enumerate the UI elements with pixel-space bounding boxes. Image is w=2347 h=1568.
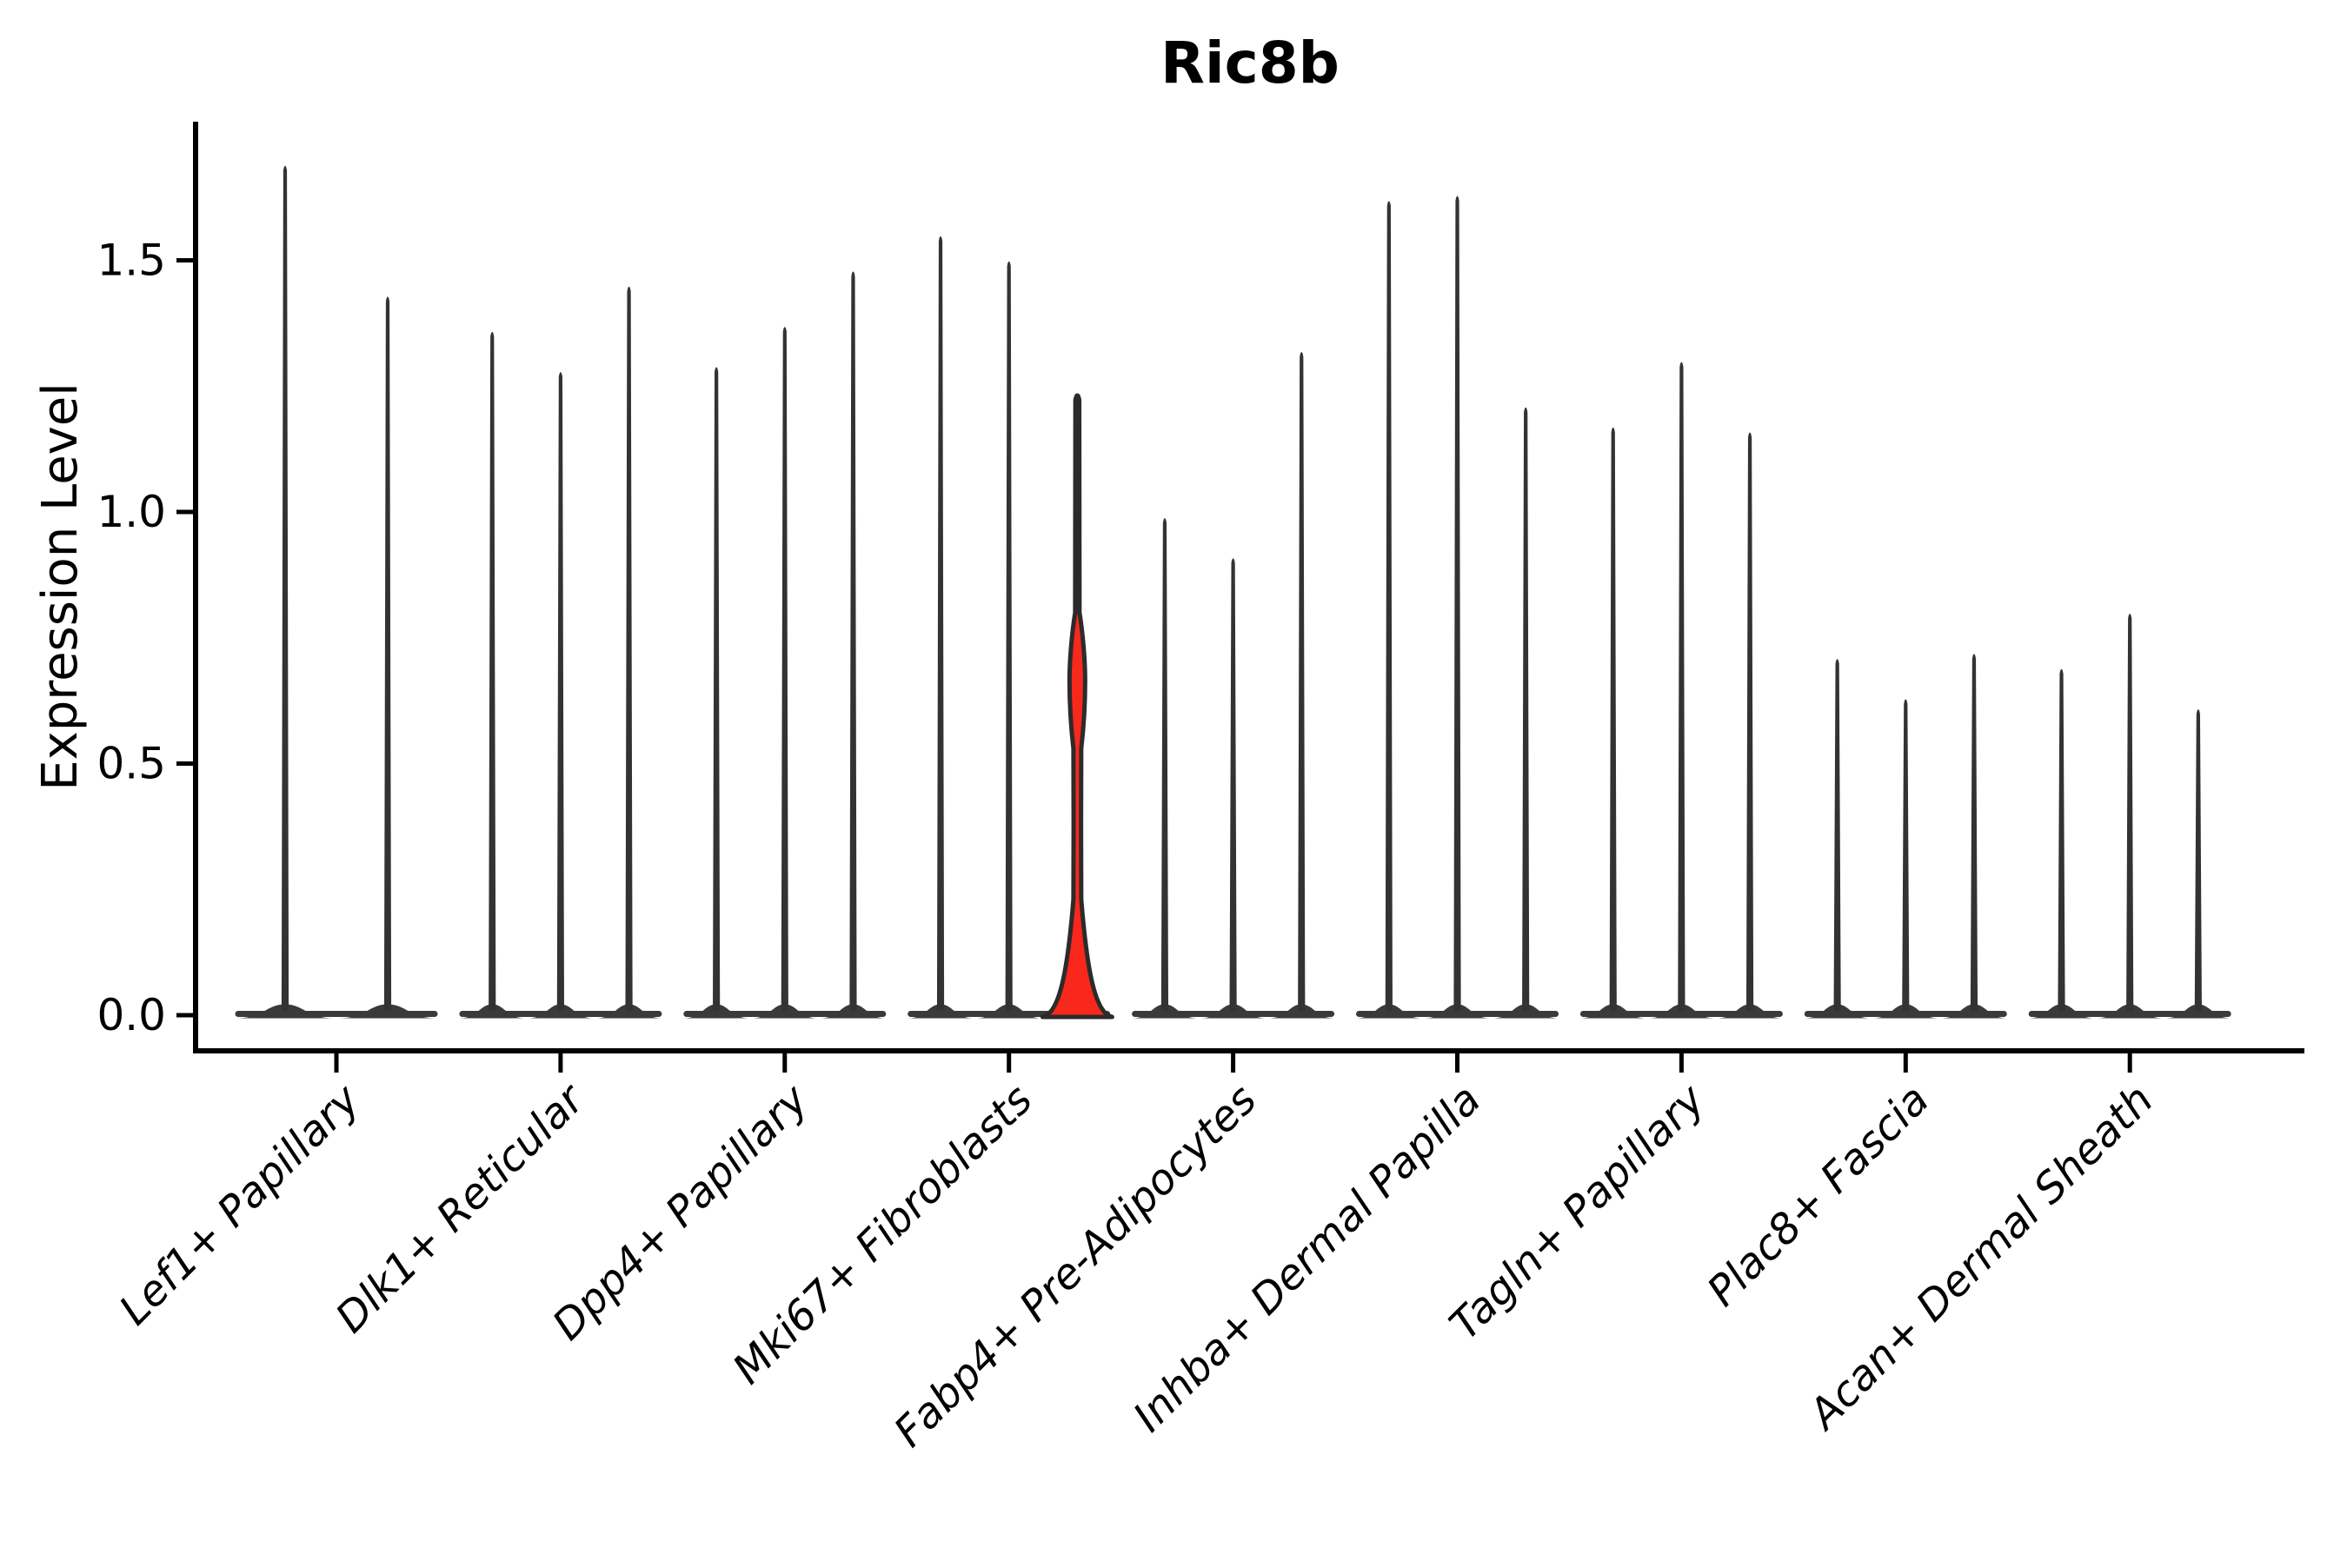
violin-base xyxy=(1718,1004,1783,1019)
violin-base xyxy=(821,1004,886,1019)
violin-spike xyxy=(1385,201,1393,1011)
violin-spike xyxy=(1609,427,1617,1011)
violin-spike xyxy=(1229,558,1237,1011)
violin-spike xyxy=(2194,709,2202,1011)
violin-spike xyxy=(1902,699,1910,1011)
violin-spike xyxy=(1453,196,1461,1011)
violin-base xyxy=(2029,1004,2094,1019)
axes-layer xyxy=(176,122,2304,1073)
violin-base xyxy=(236,1004,334,1019)
violin-spike xyxy=(1833,659,1841,1011)
violin-spike xyxy=(1160,518,1169,1011)
y-tick-label: 0.0 xyxy=(96,990,166,1040)
y-tick-label: 1.0 xyxy=(96,487,166,537)
violin-spike xyxy=(556,372,564,1011)
x-tick-label: Plac8+ Fascia xyxy=(1698,1075,1938,1316)
violin-spike xyxy=(281,165,289,1011)
violin-group xyxy=(908,236,1114,1020)
violin-base xyxy=(1200,1004,1266,1019)
violin-base xyxy=(1941,1004,2006,1019)
violin-group xyxy=(459,286,662,1019)
violin-base xyxy=(2165,1004,2231,1019)
violin-spike xyxy=(849,271,857,1011)
violin-base xyxy=(1873,1004,1938,1019)
x-tick-label: Dlk1+ Reticular xyxy=(326,1073,595,1343)
violin-base xyxy=(339,1004,436,1019)
violin-base xyxy=(684,1004,749,1019)
violin-base xyxy=(976,1004,1041,1019)
y-tick-label: 0.5 xyxy=(96,739,166,789)
violin-base xyxy=(1269,1004,1334,1019)
violin-base xyxy=(1425,1004,1490,1019)
y-axis-label: Expression Level xyxy=(32,382,89,791)
violin-spike xyxy=(1970,654,1978,1011)
x-tick-label: Lef1+ Papillary xyxy=(110,1075,370,1335)
violin-base xyxy=(1805,1004,1870,1019)
violin-group xyxy=(1579,362,1783,1019)
violin-spike xyxy=(1678,362,1685,1011)
violin-spike xyxy=(2126,614,2134,1011)
violin-spike xyxy=(1005,261,1013,1011)
violin-base xyxy=(1132,1004,1197,1019)
violin-spike xyxy=(781,327,788,1011)
violin-base xyxy=(596,1004,662,1019)
violin-spike xyxy=(2058,668,2065,1011)
violin-spike xyxy=(489,331,496,1011)
violin-spike xyxy=(713,367,721,1011)
violin-base xyxy=(908,1004,974,1019)
violin-spike xyxy=(383,296,392,1011)
violin-group xyxy=(1804,654,2007,1019)
violin-base xyxy=(1649,1004,1714,1019)
violin-group xyxy=(683,271,887,1019)
violin-spike xyxy=(1745,432,1754,1011)
violin-layer xyxy=(235,165,2231,1020)
violin-spike xyxy=(1298,352,1306,1011)
x-tick-label: Fabp4+ Pre-Adipocytes xyxy=(885,1075,1267,1457)
violin-group xyxy=(2028,614,2231,1019)
violin-group xyxy=(235,165,438,1019)
violin-base xyxy=(460,1004,525,1019)
violin-base xyxy=(2098,1004,2163,1019)
violin-base xyxy=(528,1004,593,1019)
violin-spike xyxy=(936,236,945,1011)
violin-spike xyxy=(625,286,633,1011)
chart-title: Ric8b xyxy=(1160,30,1340,96)
violin-group xyxy=(1356,196,1559,1019)
highlighted-violin xyxy=(1040,393,1114,1020)
violin-base xyxy=(752,1004,817,1019)
violin-base xyxy=(1580,1004,1646,1019)
violin-group xyxy=(1132,352,1335,1019)
y-tick-label: 1.5 xyxy=(96,236,166,286)
violin-base xyxy=(1493,1004,1559,1019)
violin-base xyxy=(1356,1004,1421,1019)
violin-spike xyxy=(1522,407,1530,1011)
